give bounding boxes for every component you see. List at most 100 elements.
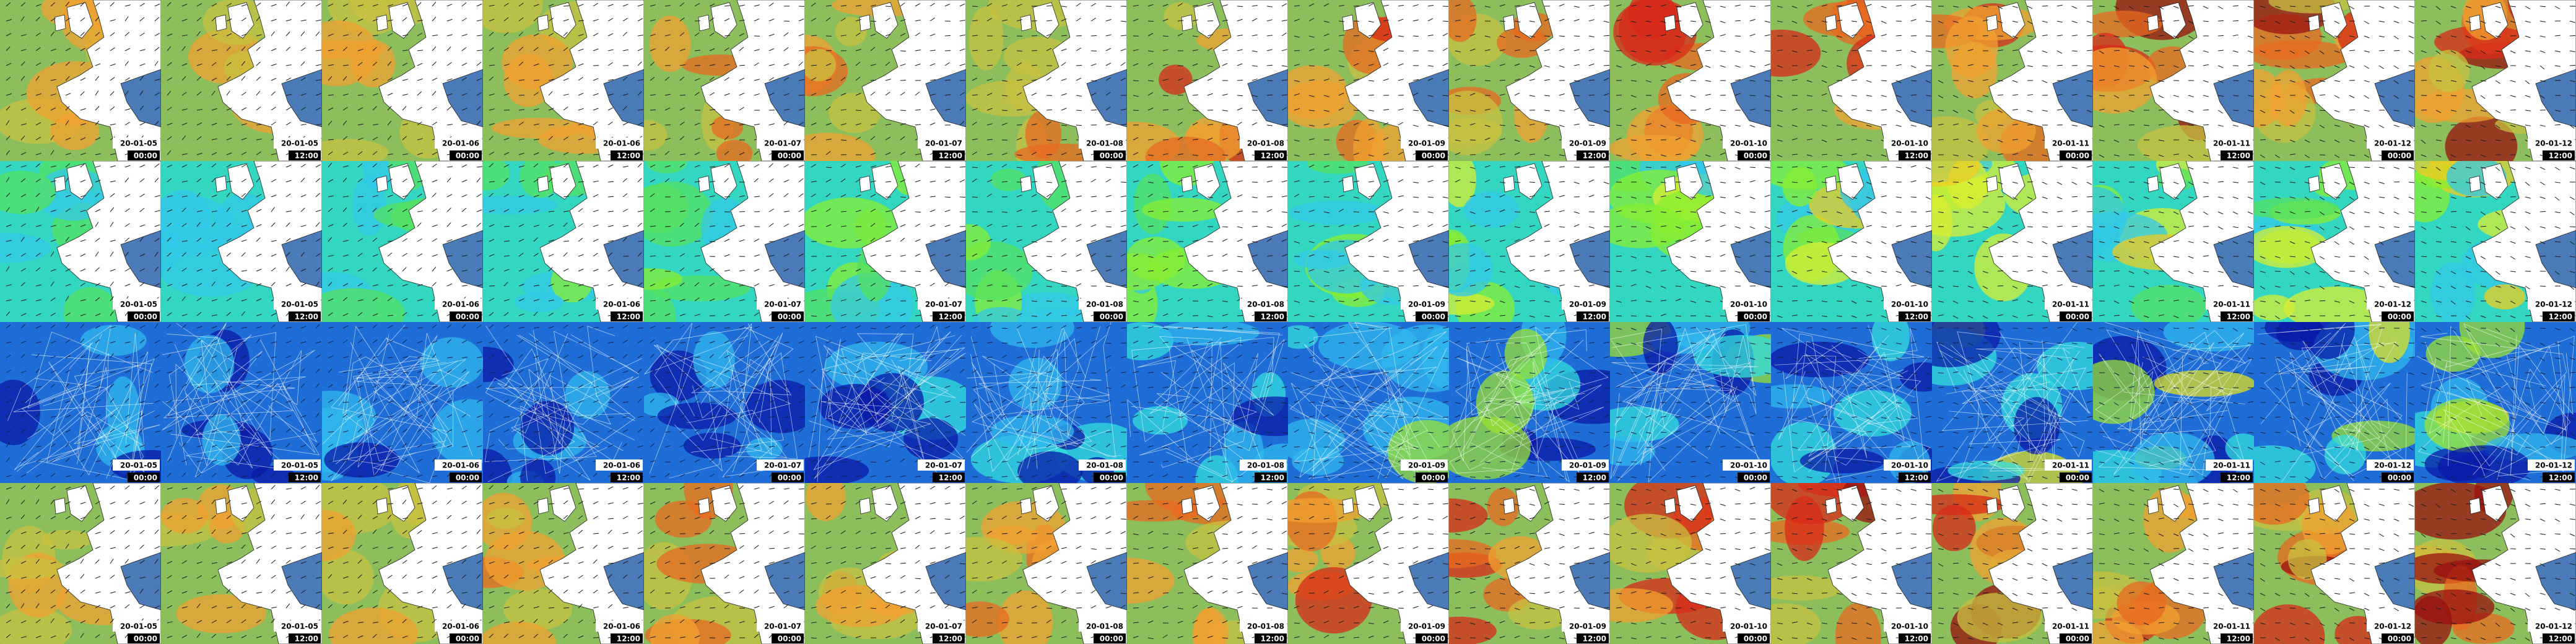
wind-barb (637, 268, 643, 272)
wind-barb (1162, 181, 1169, 183)
wind-barb (548, 267, 553, 272)
wind-barb (50, 370, 56, 373)
wind-barb (900, 224, 906, 227)
wind-barb (461, 324, 466, 329)
wind-barb (196, 460, 202, 463)
wind-barb (2495, 50, 2501, 53)
wind-barb (1338, 194, 1344, 198)
wind-barb (1559, 254, 1565, 257)
wind-barb (241, 123, 247, 126)
wind-barb (2143, 65, 2149, 69)
time-box (450, 311, 482, 321)
wind-barb (20, 370, 27, 373)
wind-barb (798, 164, 804, 168)
wind-barb (271, 472, 276, 477)
wind-barb (739, 64, 746, 66)
wind-barb (271, 253, 277, 257)
wind-barb (1866, 285, 1872, 289)
time-label: 00:00 (2388, 313, 2411, 321)
wind-barb (1338, 20, 1344, 22)
wind-barb (110, 311, 114, 316)
wind-barb (196, 3, 202, 7)
wind-barb (6, 177, 10, 183)
wind-barb (1294, 164, 1300, 168)
wind-barb (1836, 35, 1842, 38)
wind-barb (709, 108, 715, 111)
wind-barb (1705, 239, 1711, 242)
wind-barb (372, 178, 378, 183)
wind-barb (724, 35, 731, 37)
wind-barb (1338, 224, 1344, 227)
wind-barb (95, 238, 100, 242)
wind-barb (1177, 121, 1183, 126)
wind-barb (2393, 240, 2400, 242)
time-box (450, 472, 482, 482)
wind-barb (2217, 196, 2224, 199)
wind-barb (271, 444, 277, 448)
wind-barb (607, 284, 614, 287)
wind-barb (1821, 124, 1827, 127)
wind-barb (1573, 95, 1580, 97)
wind-barb (20, 354, 25, 359)
wind-barb (342, 255, 349, 257)
wind-barb (2480, 110, 2486, 112)
wind-barb (241, 152, 247, 155)
wind-barb (1764, 110, 1770, 111)
wind-barb (607, 252, 613, 257)
wind-barb (167, 296, 172, 302)
wind-barb (1982, 167, 1988, 169)
land (861, 161, 966, 322)
wind-barb (285, 46, 290, 51)
wind-barb (2510, 256, 2516, 259)
wind-barb (1952, 285, 1959, 287)
wind-barb (2056, 4, 2063, 7)
wind-barb (461, 93, 468, 96)
wind-barb (241, 137, 247, 141)
wind-barb (2495, 315, 2501, 318)
wind-barb (1588, 179, 1595, 183)
wind-barb (139, 355, 146, 359)
wind-barb (2319, 196, 2325, 201)
wind-barb (1806, 80, 1812, 83)
wind-barb (124, 341, 131, 344)
wind-barb (1997, 50, 2003, 51)
wind-barb (1777, 20, 1783, 23)
island (1515, 163, 1543, 200)
wind-barb (2128, 210, 2134, 212)
border-line (485, 325, 591, 481)
wind-barb (6, 164, 12, 168)
wind-barb (664, 150, 670, 155)
wind-barb (35, 429, 41, 433)
wind-barb (1529, 300, 1536, 302)
wind-barb (2232, 34, 2239, 37)
wind-barb (2569, 80, 2575, 82)
wind-barb (1925, 256, 1931, 258)
wind-barb (1133, 95, 1139, 97)
wind-barb (2450, 6, 2456, 9)
wind-barb (300, 225, 307, 227)
wind-barb (1427, 196, 1434, 198)
wind-barb (754, 283, 760, 287)
wind-barb (1660, 93, 1666, 96)
wind-barb (1338, 123, 1344, 126)
wind-barb (2173, 50, 2180, 51)
border-line (162, 323, 302, 466)
land (2149, 0, 2254, 161)
border-line (82, 407, 145, 473)
wind-barb (1559, 194, 1565, 198)
wind-barb (1499, 181, 1505, 183)
wind-barb (2217, 50, 2224, 51)
wind-barb (1777, 110, 1783, 112)
wind-barb (2554, 196, 2560, 201)
wind-barb (1514, 313, 1520, 316)
wind-barb (2304, 139, 2310, 143)
wind-barb (1895, 124, 1902, 127)
wind-barb (342, 283, 349, 287)
wind-barb (2113, 65, 2120, 67)
wind-barb (1821, 300, 1827, 303)
wind-barb (2012, 271, 2018, 272)
wind-barb (1821, 241, 1827, 243)
wind-barb (694, 240, 701, 242)
map-tile: 20-01-06 12:00 (483, 161, 644, 322)
